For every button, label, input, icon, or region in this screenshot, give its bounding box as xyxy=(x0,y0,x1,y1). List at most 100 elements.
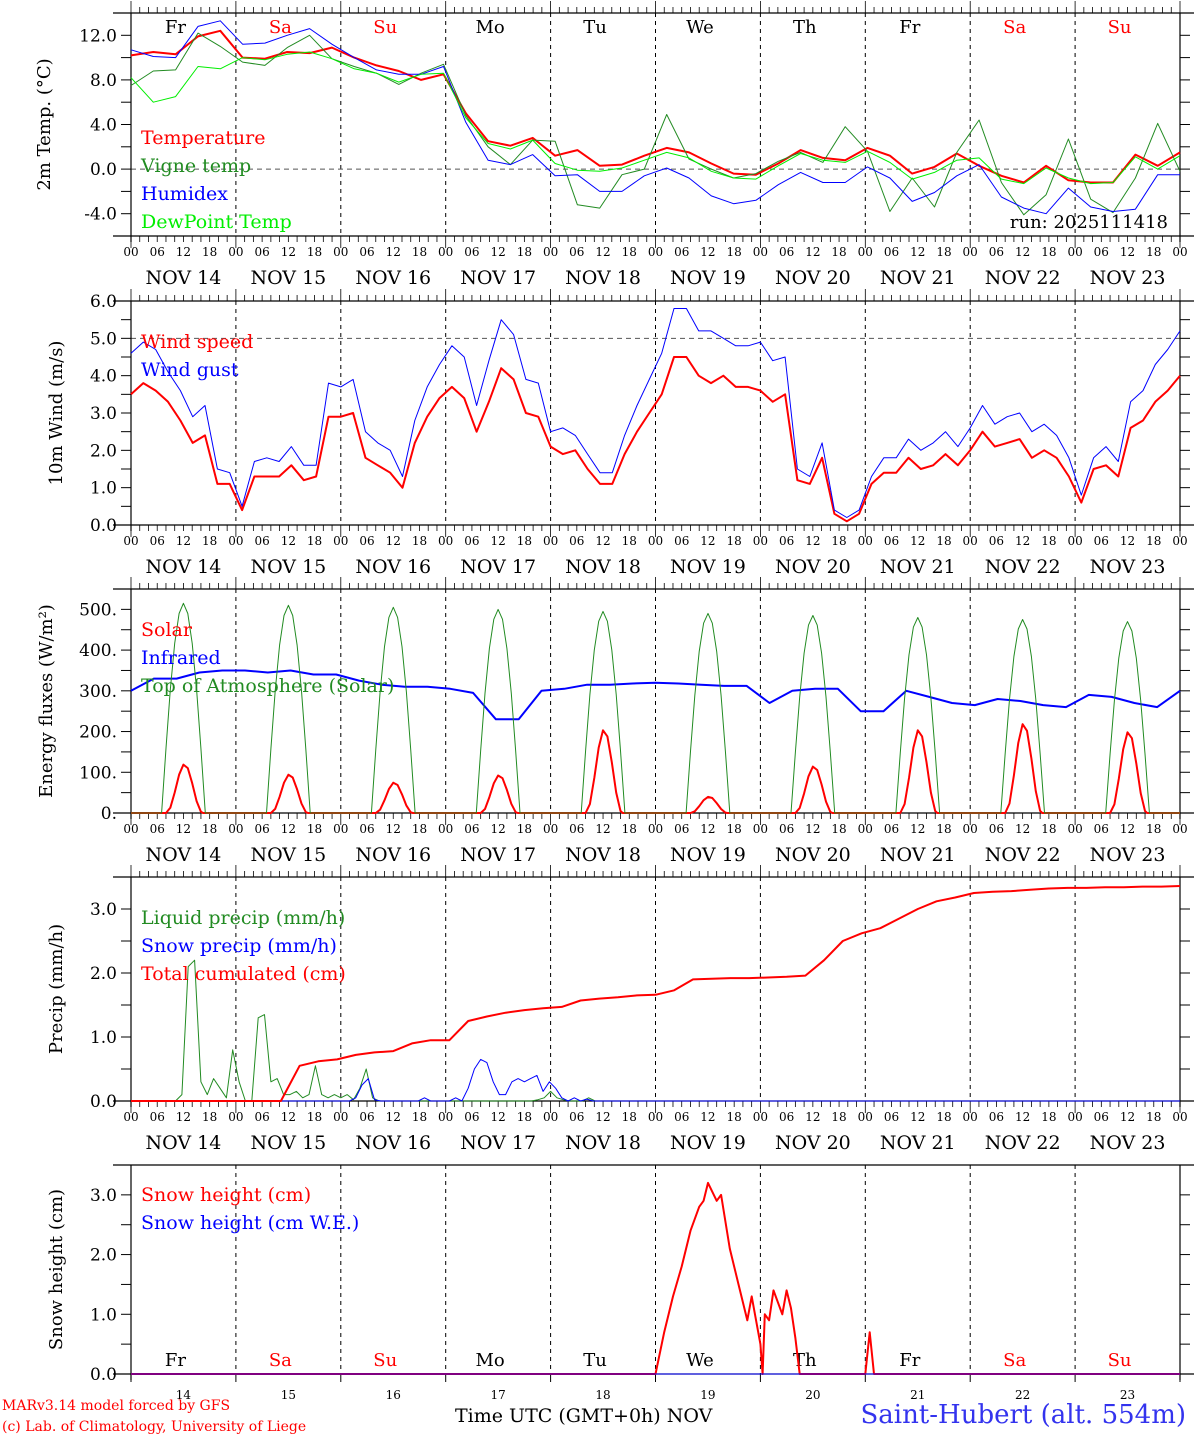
series-wind-gust xyxy=(130,308,1181,518)
x-hour-label: 12 xyxy=(491,822,506,836)
x-hour-label: 12 xyxy=(386,534,401,548)
x-day-number: 23 xyxy=(1120,1388,1135,1402)
x-hour-label: 06 xyxy=(779,822,794,836)
x-hour-label: 00 xyxy=(753,245,768,259)
x-hour-label: 12 xyxy=(491,245,506,259)
x-date-label: NOV 14 xyxy=(146,267,222,289)
x-hour-label: 12 xyxy=(176,245,191,259)
x-hour-label: 18 xyxy=(1041,822,1056,836)
x-hour-label: 06 xyxy=(254,822,269,836)
x-date-label: NOV 23 xyxy=(1090,556,1166,578)
y-tick-label: 4.0 xyxy=(90,116,117,136)
y-tick-label: 1.0 xyxy=(90,1028,117,1048)
x-hour-label: 18 xyxy=(936,245,951,259)
x-hour-label: 06 xyxy=(779,1110,794,1124)
x-date-label: NOV 14 xyxy=(146,1132,222,1154)
x-date-label: NOV 17 xyxy=(460,844,536,866)
station-title: Saint-Hubert (alt. 554m) xyxy=(860,1400,1186,1430)
legend-entry: Temperature xyxy=(141,127,265,149)
x-hour-label: 00 xyxy=(648,1110,663,1124)
x-hour-label: 06 xyxy=(884,1110,899,1124)
x-hour-label: 00 xyxy=(963,822,978,836)
run-label: run: 2025111418 xyxy=(1010,212,1168,233)
x-hour-label: 06 xyxy=(359,245,374,259)
x-hour-label: 18 xyxy=(936,822,951,836)
y-tick-label: 2.0 xyxy=(90,1246,117,1266)
x-hour-label: 06 xyxy=(150,534,165,548)
x-hour-label: 00 xyxy=(543,1110,558,1124)
legend-entry: DewPoint Temp xyxy=(141,211,292,233)
series-vigne-temp xyxy=(130,32,1181,216)
y-tick-label: 3.0 xyxy=(90,1186,117,1206)
day-of-week-label: Su xyxy=(1108,1350,1132,1371)
x-date-label: NOV 19 xyxy=(670,844,746,866)
y-tick-label: 200. xyxy=(79,723,117,743)
day-of-week-label: Th xyxy=(793,17,817,38)
x-date-label: NOV 16 xyxy=(355,1132,431,1154)
x-hour-label: 06 xyxy=(150,1110,165,1124)
x-hour-label: 12 xyxy=(1120,822,1135,836)
x-date-label: NOV 23 xyxy=(1090,267,1166,289)
day-of-week-label: Tu xyxy=(583,1350,607,1371)
x-axis-title: Time UTC (GMT+0h) NOV xyxy=(455,1405,712,1427)
day-of-week-label: Fr xyxy=(165,1350,186,1371)
day-of-week-label: Mo xyxy=(476,1350,505,1371)
x-hour-label: 12 xyxy=(700,822,715,836)
y-tick-label: 0. xyxy=(101,804,117,824)
x-hour-label: 12 xyxy=(910,245,925,259)
x-date-label: NOV 19 xyxy=(670,556,746,578)
x-hour-label: 00 xyxy=(123,245,138,259)
legend-entry: Vigne temp xyxy=(140,155,251,177)
day-of-week-label: Su xyxy=(1108,17,1132,38)
x-hour-label: 06 xyxy=(464,1110,479,1124)
x-hour-label: 00 xyxy=(228,534,243,548)
series-wind-speed xyxy=(130,356,1181,523)
x-hour-label: 12 xyxy=(491,534,506,548)
x-hour-label: 00 xyxy=(438,245,453,259)
x-hour-label: 18 xyxy=(727,534,742,548)
x-hour-label: 12 xyxy=(176,534,191,548)
x-hour-label: 18 xyxy=(517,822,532,836)
x-hour-label: 06 xyxy=(884,822,899,836)
x-date-label: NOV 15 xyxy=(250,267,326,289)
y-tick-label: 3.0 xyxy=(90,900,117,920)
y-tick-label: 0.0 xyxy=(90,1365,117,1385)
x-hour-label: 06 xyxy=(150,245,165,259)
x-date-label: NOV 17 xyxy=(460,556,536,578)
day-of-week-label: We xyxy=(686,17,714,38)
y-tick-label: 12.0 xyxy=(79,26,117,46)
series-snow-precip-mm-h xyxy=(131,1058,1180,1102)
x-hour-label: 00 xyxy=(1172,245,1187,259)
x-day-number: 20 xyxy=(805,1388,820,1402)
x-hour-label: 06 xyxy=(150,822,165,836)
y-tick-label: 1.0 xyxy=(90,479,117,499)
x-hour-label: 00 xyxy=(963,245,978,259)
x-hour-label: 12 xyxy=(805,245,820,259)
x-date-label: NOV 19 xyxy=(670,267,746,289)
legend-entry: Humidex xyxy=(141,183,228,205)
x-date-label: NOV 22 xyxy=(985,267,1061,289)
x-hour-label: 00 xyxy=(648,534,663,548)
x-date-label: NOV 16 xyxy=(355,556,431,578)
x-date-label: NOV 22 xyxy=(985,844,1061,866)
x-hour-label: 06 xyxy=(359,534,374,548)
x-hour-label: 00 xyxy=(1172,822,1187,836)
x-hour-label: 06 xyxy=(1094,534,1109,548)
x-date-label: NOV 15 xyxy=(250,1132,326,1154)
x-hour-label: 00 xyxy=(123,822,138,836)
legend-entry: Snow height (cm W.E.) xyxy=(141,1212,359,1234)
x-date-label: NOV 21 xyxy=(880,844,956,866)
x-hour-label: 06 xyxy=(254,534,269,548)
series-humidex xyxy=(130,20,1180,215)
legend-entry: Snow precip (mm/h) xyxy=(141,935,337,957)
x-hour-label: 12 xyxy=(805,1110,820,1124)
y-tick-label: 0.0 xyxy=(90,1092,117,1112)
x-hour-label: 18 xyxy=(517,245,532,259)
x-hour-label: 00 xyxy=(858,534,873,548)
y-tick-label: 0.0 xyxy=(90,516,117,536)
x-hour-label: 00 xyxy=(333,822,348,836)
day-of-week-label: Sa xyxy=(1003,17,1026,38)
x-date-label: NOV 18 xyxy=(565,844,641,866)
y-tick-label: -4.0 xyxy=(84,205,117,225)
legend-entry: Top of Atmosphere (Solar) xyxy=(141,675,394,697)
